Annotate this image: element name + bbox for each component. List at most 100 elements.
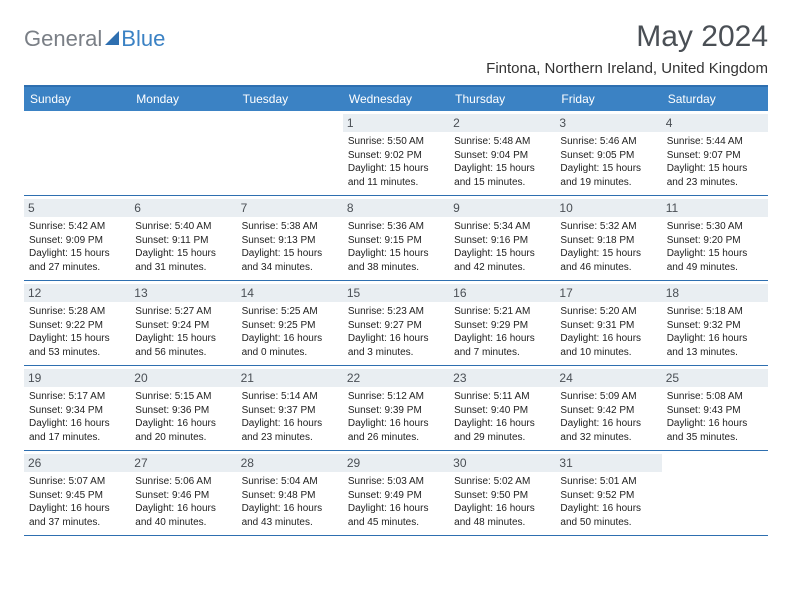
weekday-header: Wednesday — [343, 87, 449, 111]
day-number: 28 — [237, 454, 343, 472]
day-cell: 30 Sunrise: 5:02 AMSunset: 9:50 PMDayligh… — [449, 451, 555, 535]
logo-triangle-icon — [105, 31, 119, 45]
day-number: 23 — [449, 369, 555, 387]
day-number: 12 — [24, 284, 130, 302]
day-details: Sunrise: 5:46 AMSunset: 9:05 PMDaylight:… — [560, 135, 656, 189]
day-cell: 11 Sunrise: 5:30 AMSunset: 9:20 PMDayligh… — [662, 196, 768, 280]
day-number: 11 — [662, 199, 768, 217]
day-details: Sunrise: 5:04 AMSunset: 9:48 PMDaylight:… — [242, 475, 338, 529]
day-details: Sunrise: 5:15 AMSunset: 9:36 PMDaylight:… — [135, 390, 231, 444]
day-details: Sunrise: 5:48 AMSunset: 9:04 PMDaylight:… — [454, 135, 550, 189]
day-number: 13 — [130, 284, 236, 302]
day-number: 26 — [24, 454, 130, 472]
day-cell: 6 Sunrise: 5:40 AMSunset: 9:11 PMDaylight… — [130, 196, 236, 280]
header: General Blue May 2024 Fintona, Northern … — [24, 20, 768, 77]
day-details: Sunrise: 5:21 AMSunset: 9:29 PMDaylight:… — [454, 305, 550, 359]
day-cell: 19 Sunrise: 5:17 AMSunset: 9:34 PMDayligh… — [24, 366, 130, 450]
day-details: Sunrise: 5:06 AMSunset: 9:46 PMDaylight:… — [135, 475, 231, 529]
week-row: 5 Sunrise: 5:42 AMSunset: 9:09 PMDaylight… — [24, 196, 768, 281]
day-number: 24 — [555, 369, 661, 387]
day-cell: 23 Sunrise: 5:11 AMSunset: 9:40 PMDayligh… — [449, 366, 555, 450]
week-row: 12 Sunrise: 5:28 AMSunset: 9:22 PMDayligh… — [24, 281, 768, 366]
day-details: Sunrise: 5:42 AMSunset: 9:09 PMDaylight:… — [29, 220, 125, 274]
day-details: Sunrise: 5:40 AMSunset: 9:11 PMDaylight:… — [135, 220, 231, 274]
day-number: 29 — [343, 454, 449, 472]
day-details: Sunrise: 5:36 AMSunset: 9:15 PMDaylight:… — [348, 220, 444, 274]
day-details: Sunrise: 5:03 AMSunset: 9:49 PMDaylight:… — [348, 475, 444, 529]
logo: General Blue — [24, 26, 165, 52]
logo-text-1: General — [24, 26, 102, 52]
page-title: May 2024 — [486, 20, 768, 54]
day-cell: 2 Sunrise: 5:48 AMSunset: 9:04 PMDaylight… — [449, 111, 555, 195]
day-number: 20 — [130, 369, 236, 387]
day-number: 19 — [24, 369, 130, 387]
empty-cell — [24, 111, 130, 195]
day-details: Sunrise: 5:02 AMSunset: 9:50 PMDaylight:… — [454, 475, 550, 529]
day-cell: 20 Sunrise: 5:15 AMSunset: 9:36 PMDayligh… — [130, 366, 236, 450]
day-cell: 26 Sunrise: 5:07 AMSunset: 9:45 PMDayligh… — [24, 451, 130, 535]
day-number: 16 — [449, 284, 555, 302]
day-details: Sunrise: 5:17 AMSunset: 9:34 PMDaylight:… — [29, 390, 125, 444]
day-number: 6 — [130, 199, 236, 217]
day-number: 2 — [449, 114, 555, 132]
day-cell: 22 Sunrise: 5:12 AMSunset: 9:39 PMDayligh… — [343, 366, 449, 450]
day-details: Sunrise: 5:07 AMSunset: 9:45 PMDaylight:… — [29, 475, 125, 529]
day-details: Sunrise: 5:25 AMSunset: 9:25 PMDaylight:… — [242, 305, 338, 359]
day-cell: 5 Sunrise: 5:42 AMSunset: 9:09 PMDaylight… — [24, 196, 130, 280]
day-number: 22 — [343, 369, 449, 387]
day-details: Sunrise: 5:11 AMSunset: 9:40 PMDaylight:… — [454, 390, 550, 444]
day-cell: 25Sunrise: 5:08 AMSunset: 9:43 PMDayligh… — [662, 366, 768, 450]
day-cell: 3Sunrise: 5:46 AMSunset: 9:05 PMDaylight… — [555, 111, 661, 195]
day-details: Sunrise: 5:32 AMSunset: 9:18 PMDaylight:… — [560, 220, 656, 274]
weekday-header-row: SundayMondayTuesdayWednesdayThursdayFrid… — [24, 87, 768, 111]
day-number: 9 — [449, 199, 555, 217]
day-details: Sunrise: 5:28 AMSunset: 9:22 PMDaylight:… — [29, 305, 125, 359]
week-row: 19 Sunrise: 5:17 AMSunset: 9:34 PMDayligh… — [24, 366, 768, 451]
day-number: 30 — [449, 454, 555, 472]
day-cell: 10 Sunrise: 5:32 AMSunset: 9:18 PMDayligh… — [555, 196, 661, 280]
day-cell: 1 Sunrise: 5:50 AMSunset: 9:02 PMDaylight… — [343, 111, 449, 195]
day-number: 4 — [662, 114, 768, 132]
day-details: Sunrise: 5:23 AMSunset: 9:27 PMDaylight:… — [348, 305, 444, 359]
weekday-header: Friday — [555, 87, 661, 111]
day-cell: 24 Sunrise: 5:09 AMSunset: 9:42 PMDayligh… — [555, 366, 661, 450]
day-details: Sunrise: 5:30 AMSunset: 9:20 PMDaylight:… — [667, 220, 763, 274]
logo-text-2: Blue — [121, 26, 165, 52]
day-cell: 28 Sunrise: 5:04 AMSunset: 9:48 PMDayligh… — [237, 451, 343, 535]
day-cell: 14 Sunrise: 5:25 AMSunset: 9:25 PMDayligh… — [237, 281, 343, 365]
day-cell: 12 Sunrise: 5:28 AMSunset: 9:22 PMDayligh… — [24, 281, 130, 365]
day-details: Sunrise: 5:50 AMSunset: 9:02 PMDaylight:… — [348, 135, 444, 189]
day-cell: 31 Sunrise: 5:01 AMSunset: 9:52 PMDayligh… — [555, 451, 661, 535]
day-details: Sunrise: 5:34 AMSunset: 9:16 PMDaylight:… — [454, 220, 550, 274]
day-number: 10 — [555, 199, 661, 217]
empty-cell — [130, 111, 236, 195]
day-cell: 9 Sunrise: 5:34 AMSunset: 9:16 PMDaylight… — [449, 196, 555, 280]
day-number: 7 — [237, 199, 343, 217]
day-number: 17 — [555, 284, 661, 302]
day-number: 14 — [237, 284, 343, 302]
calendar-body: 1 Sunrise: 5:50 AMSunset: 9:02 PMDaylight… — [24, 111, 768, 536]
week-row: 26 Sunrise: 5:07 AMSunset: 9:45 PMDayligh… — [24, 451, 768, 536]
day-cell: 27Sunrise: 5:06 AMSunset: 9:46 PMDayligh… — [130, 451, 236, 535]
day-cell: 29 Sunrise: 5:03 AMSunset: 9:49 PMDayligh… — [343, 451, 449, 535]
day-details: Sunrise: 5:38 AMSunset: 9:13 PMDaylight:… — [242, 220, 338, 274]
day-number: 18 — [662, 284, 768, 302]
calendar: SundayMondayTuesdayWednesdayThursdayFrid… — [24, 85, 768, 536]
day-details: Sunrise: 5:09 AMSunset: 9:42 PMDaylight:… — [560, 390, 656, 444]
day-details: Sunrise: 5:12 AMSunset: 9:39 PMDaylight:… — [348, 390, 444, 444]
day-cell: 15Sunrise: 5:23 AMSunset: 9:27 PMDayligh… — [343, 281, 449, 365]
empty-cell — [237, 111, 343, 195]
day-cell: 13Sunrise: 5:27 AMSunset: 9:24 PMDayligh… — [130, 281, 236, 365]
day-number: 5 — [24, 199, 130, 217]
day-cell: 8Sunrise: 5:36 AMSunset: 9:15 PMDaylight… — [343, 196, 449, 280]
day-number: 31 — [555, 454, 661, 472]
weekday-header: Thursday — [449, 87, 555, 111]
week-row: 1 Sunrise: 5:50 AMSunset: 9:02 PMDaylight… — [24, 111, 768, 196]
day-details: Sunrise: 5:44 AMSunset: 9:07 PMDaylight:… — [667, 135, 763, 189]
day-details: Sunrise: 5:20 AMSunset: 9:31 PMDaylight:… — [560, 305, 656, 359]
day-details: Sunrise: 5:01 AMSunset: 9:52 PMDaylight:… — [560, 475, 656, 529]
day-cell: 17 Sunrise: 5:20 AMSunset: 9:31 PMDayligh… — [555, 281, 661, 365]
day-details: Sunrise: 5:18 AMSunset: 9:32 PMDaylight:… — [667, 305, 763, 359]
day-number: 1 — [343, 114, 449, 132]
day-number: 21 — [237, 369, 343, 387]
